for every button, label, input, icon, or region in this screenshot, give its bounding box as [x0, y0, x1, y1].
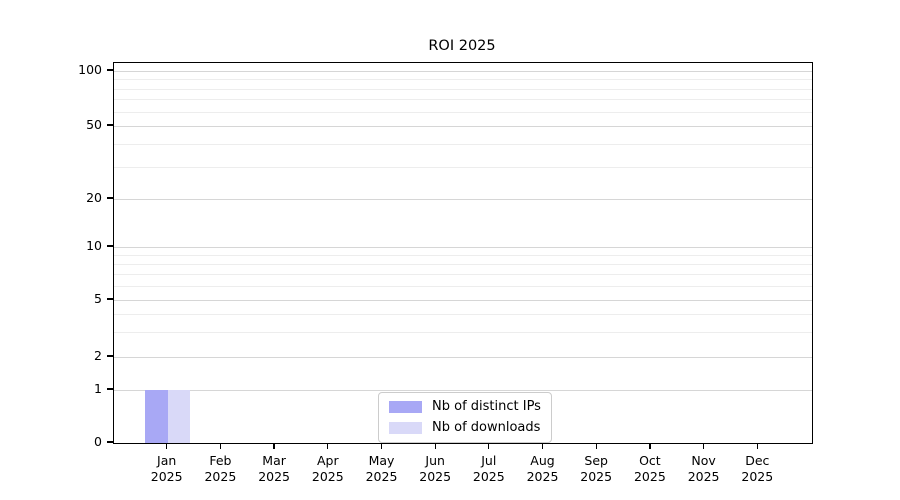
- x-tick: [488, 443, 490, 449]
- x-tick-label: Jun 2025: [403, 453, 467, 485]
- legend-swatch-1: [389, 422, 422, 434]
- x-tick-label: Aug 2025: [511, 453, 575, 485]
- x-tick-label-month: Apr: [316, 453, 339, 468]
- x-tick-label-year: 2025: [580, 469, 613, 484]
- y-minor-gridline: [114, 255, 812, 257]
- x-tick-label-year: 2025: [419, 469, 452, 484]
- y-tick-label: 10: [86, 238, 102, 253]
- y-tick: [107, 245, 113, 247]
- x-tick: [327, 443, 329, 449]
- x-tick-label-month: Jul: [481, 453, 497, 468]
- x-tick-label: Jul 2025: [457, 453, 521, 485]
- legend: Nb of distinct IPs Nb of downloads: [378, 392, 552, 443]
- y-major-gridline: [114, 126, 812, 127]
- y-tick: [107, 441, 113, 443]
- x-tick-label: Sep 2025: [564, 453, 628, 485]
- y-major-gridline: [114, 357, 812, 358]
- y-major-gridline: [114, 390, 812, 391]
- x-tick: [702, 443, 705, 449]
- x-tick-label-year: 2025: [687, 469, 720, 484]
- x-tick-label-month: Nov: [691, 453, 716, 468]
- y-tick-label: 1: [94, 381, 102, 396]
- x-tick: [541, 443, 544, 449]
- legend-swatch-0: [389, 401, 422, 413]
- y-minor-gridline: [114, 79, 812, 81]
- x-tick: [649, 443, 651, 449]
- plot-area: Nb of distinct IPs Nb of downloads: [113, 62, 813, 444]
- y-minor-gridline: [114, 99, 812, 101]
- y-tick: [107, 388, 113, 390]
- y-tick: [107, 355, 113, 357]
- x-tick-label-month: Aug: [530, 453, 555, 468]
- x-tick-label-month: Oct: [639, 453, 661, 468]
- x-tick-label-year: 2025: [365, 469, 398, 484]
- x-tick: [273, 443, 275, 449]
- y-tick: [107, 197, 113, 199]
- x-tick-label: Dec 2025: [725, 453, 789, 485]
- y-minor-gridline: [114, 166, 812, 168]
- y-tick-label: 0: [94, 434, 102, 449]
- legend-label-0: Nb of distinct IPs: [432, 399, 541, 414]
- y-tick: [107, 69, 113, 71]
- y-tick-label: 20: [86, 190, 102, 205]
- bar-jan-series0: [145, 390, 168, 443]
- x-tick: [595, 443, 597, 449]
- x-tick-label-month: Mar: [262, 453, 286, 468]
- x-tick-label-year: 2025: [741, 469, 774, 484]
- x-tick-label: Oct 2025: [618, 453, 682, 485]
- y-major-gridline: [114, 247, 812, 248]
- x-tick-label-year: 2025: [526, 469, 559, 484]
- x-tick-label-month: Feb: [209, 453, 232, 468]
- y-minor-gridline: [114, 264, 812, 266]
- x-tick-label-month: Sep: [584, 453, 608, 468]
- y-tick: [107, 298, 113, 300]
- y-tick-label: 100: [78, 62, 102, 77]
- x-tick-label-year: 2025: [311, 469, 344, 484]
- x-tick-label-year: 2025: [258, 469, 290, 484]
- x-tick-label-month: Dec: [745, 453, 770, 468]
- x-tick: [756, 443, 758, 449]
- x-tick-label-year: 2025: [472, 469, 505, 484]
- x-tick-label-month: Jan: [157, 453, 177, 468]
- y-minor-gridline: [114, 286, 812, 288]
- x-tick-label: Feb 2025: [188, 453, 252, 485]
- x-tick-label-year: 2025: [633, 469, 666, 484]
- legend-item-0: Nb of distinct IPs: [389, 399, 541, 415]
- y-minor-gridline: [114, 111, 812, 113]
- x-tick-label: May 2025: [350, 453, 414, 485]
- y-major-gridline: [114, 71, 812, 72]
- legend-label-1: Nb of downloads: [432, 420, 541, 435]
- y-minor-gridline: [114, 88, 812, 90]
- x-tick-label: Jan 2025: [135, 453, 199, 485]
- x-tick: [219, 443, 222, 449]
- x-tick: [380, 443, 383, 449]
- y-tick: [107, 124, 113, 126]
- x-tick-label-month: Jun: [425, 453, 445, 468]
- y-minor-gridline: [114, 313, 812, 315]
- y-minor-gridline: [114, 331, 812, 333]
- bar-jan-series1: [167, 390, 191, 443]
- y-major-gridline: [114, 199, 812, 200]
- y-tick-label: 50: [86, 117, 102, 132]
- y-tick-label: 2: [94, 348, 102, 363]
- legend-item-1: Nb of downloads: [389, 420, 541, 436]
- x-tick-label: Mar 2025: [242, 453, 306, 485]
- chart-title: ROI 2025: [428, 38, 496, 54]
- x-tick-label-year: 2025: [150, 469, 183, 484]
- x-tick: [434, 443, 436, 449]
- x-tick-label: Apr 2025: [296, 453, 360, 485]
- x-tick-label-month: May: [368, 453, 395, 468]
- y-minor-gridline: [114, 274, 812, 276]
- y-minor-gridline: [114, 143, 812, 145]
- y-major-gridline: [114, 300, 812, 301]
- x-tick-label-year: 2025: [204, 469, 237, 484]
- x-tick: [166, 443, 168, 449]
- x-tick-label: Nov 2025: [672, 453, 736, 485]
- y-tick-label: 5: [94, 291, 102, 306]
